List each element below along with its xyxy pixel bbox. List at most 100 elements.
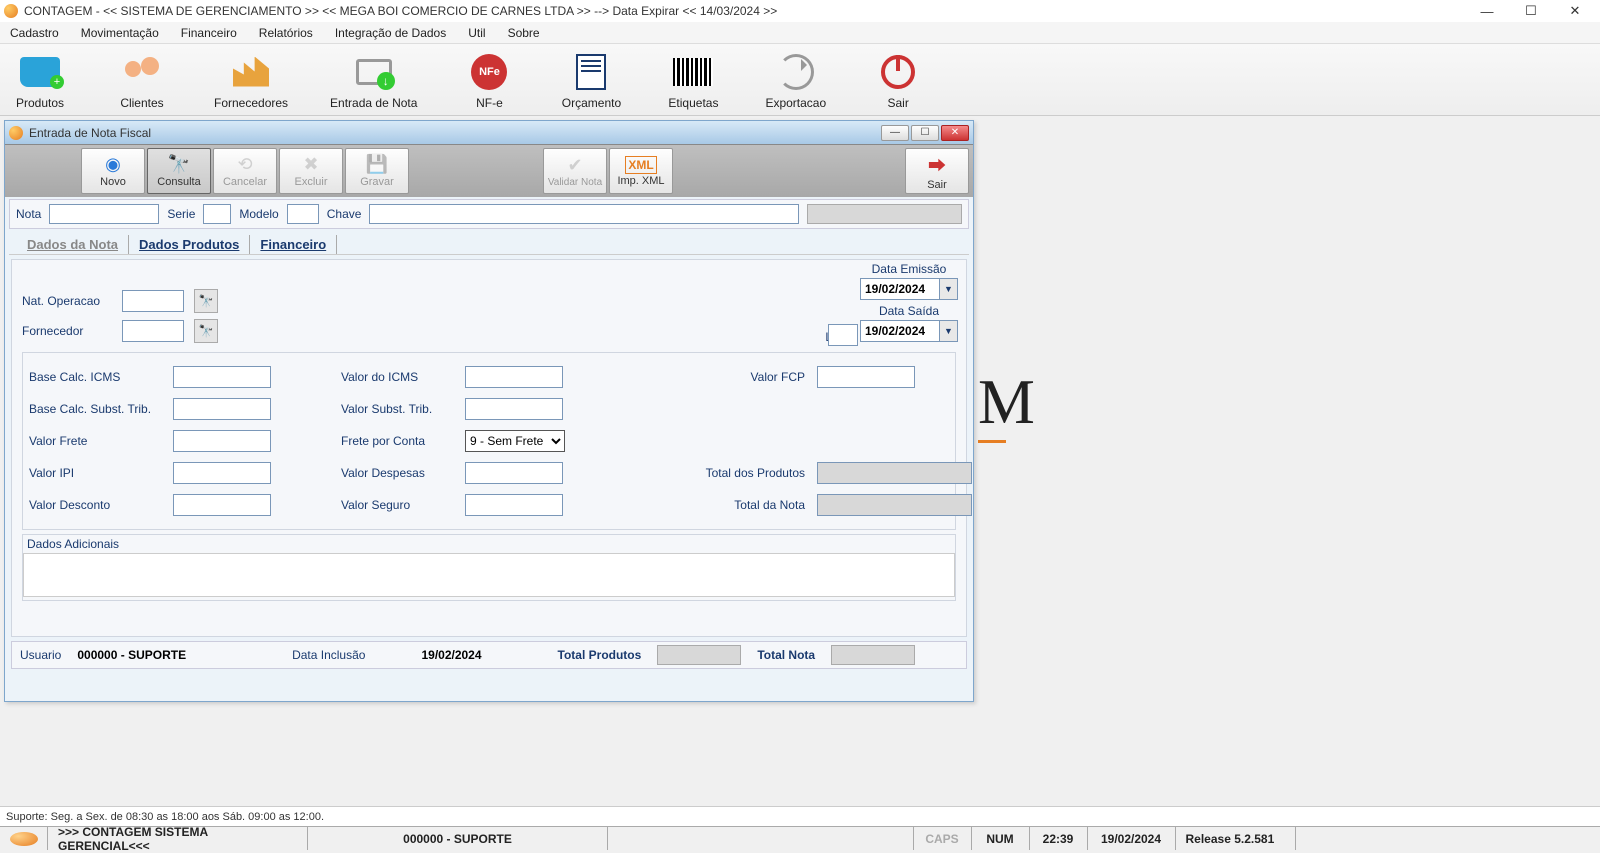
main-titlebar: CONTAGEM - << SISTEMA DE GERENCIAMENTO >…: [0, 0, 1600, 22]
toolbar-produtos[interactable]: Produtos: [10, 50, 70, 110]
valor-fcp-label: Valor FCP: [673, 370, 813, 384]
tab-financeiro[interactable]: Financeiro: [250, 235, 337, 254]
toolbar-sair[interactable]: Sair: [868, 50, 928, 110]
data-inclusao-label: Data Inclusão: [292, 648, 365, 662]
tab-dados-produtos[interactable]: Dados Produtos: [129, 235, 250, 254]
menu-util[interactable]: Util: [464, 24, 489, 42]
chave-input[interactable]: [369, 204, 799, 224]
data-saida-label: Data Saída: [860, 304, 958, 318]
valor-icms-input[interactable]: [465, 366, 563, 388]
menu-financeiro[interactable]: Financeiro: [177, 24, 241, 42]
valor-desconto-input[interactable]: [173, 494, 271, 516]
total-nota-label: Total da Nota: [673, 498, 813, 512]
close-button[interactable]: ✕: [1562, 2, 1588, 20]
menu-movimentacao[interactable]: Movimentação: [77, 24, 163, 42]
frete-conta-label: Frete por Conta: [341, 434, 461, 448]
menu-relatorios[interactable]: Relatórios: [255, 24, 317, 42]
background-accent-line: [978, 440, 1006, 443]
menu-cadastro[interactable]: Cadastro: [6, 24, 63, 42]
child-btn-sair[interactable]: ⮕Sair: [905, 148, 969, 194]
data-inclusao-value: 19/02/2024: [421, 648, 481, 662]
check-icon: ✔: [567, 155, 582, 176]
status-spacer: [608, 827, 914, 850]
status-caps: CAPS: [914, 827, 972, 850]
toolbar-etiquetas[interactable]: Etiquetas: [663, 50, 723, 110]
document-icon: [576, 54, 606, 90]
nota-input[interactable]: [49, 204, 159, 224]
footer-total-nota-value: [831, 645, 915, 665]
fornecedor-search-button[interactable]: 🔭: [194, 319, 218, 343]
valor-fcp-input[interactable]: [817, 366, 915, 388]
tab-body-dados-nota: Data Emissão ▼ Data Saída ▼ Nat. Operaca…: [11, 259, 967, 637]
data-emissao-dropdown[interactable]: ▼: [940, 278, 958, 300]
toolbar-nfe[interactable]: NFeNF-e: [459, 50, 519, 110]
nat-operacao-input[interactable]: [122, 290, 184, 312]
child-btn-consulta[interactable]: 🔭Consulta: [147, 148, 211, 194]
child-footer-row: Usuario 000000 - SUPORTE Data Inclusão 1…: [11, 641, 967, 669]
chave-display: [807, 204, 962, 224]
frete-conta-select[interactable]: 9 - Sem Frete: [465, 430, 565, 452]
status-time: 22:39: [1030, 827, 1088, 850]
data-saida-dropdown[interactable]: ▼: [940, 320, 958, 342]
barcode-icon: [673, 58, 713, 86]
toolbar-entrada-nota[interactable]: Entrada de Nota: [330, 50, 417, 110]
valor-despesas-label: Valor Despesas: [341, 466, 461, 480]
valor-frete-input[interactable]: [173, 430, 271, 452]
data-emissao-input[interactable]: [860, 278, 940, 300]
dados-adicionais-textarea[interactable]: [23, 553, 955, 597]
footer-total-produtos-label: Total Produtos: [558, 648, 642, 662]
factory-icon: [233, 57, 269, 87]
toolbar-clientes[interactable]: Clientes: [112, 50, 172, 110]
cart-download-icon: [356, 59, 392, 85]
valor-despesas-input[interactable]: [465, 462, 563, 484]
child-btn-gravar[interactable]: 💾Gravar: [345, 148, 409, 194]
binoculars-icon: 🔭: [199, 324, 214, 338]
valor-st-input[interactable]: [465, 398, 563, 420]
child-btn-novo[interactable]: ◉Novo: [81, 148, 145, 194]
child-btn-excluir[interactable]: ✖Excluir: [279, 148, 343, 194]
valor-ipi-input[interactable]: [173, 462, 271, 484]
status-release: Release 5.2.581: [1176, 827, 1296, 850]
toolbar-orcamento[interactable]: Orçamento: [561, 50, 621, 110]
menu-integracao[interactable]: Integração de Dados: [331, 24, 450, 42]
base-st-input[interactable]: [173, 398, 271, 420]
status-date: 19/02/2024: [1088, 827, 1176, 850]
valor-seguro-input[interactable]: [465, 494, 563, 516]
serie-input[interactable]: [203, 204, 231, 224]
maximize-button[interactable]: ☐: [1518, 2, 1544, 20]
data-saida-input[interactable]: [860, 320, 940, 342]
swirl-icon: [10, 832, 38, 846]
binoculars-icon: 🔭: [168, 154, 190, 175]
modelo-input[interactable]: [287, 204, 319, 224]
new-icon: ◉: [105, 154, 121, 175]
total-produtos-display: [817, 462, 972, 484]
support-bar: Suporte: Seg. a Sex. de 08:30 as 18:00 a…: [0, 806, 1600, 826]
child-btn-validar[interactable]: ✔Validar Nota: [543, 148, 607, 194]
status-num: NUM: [972, 827, 1030, 850]
valor-frete-label: Valor Frete: [29, 434, 169, 448]
status-title: >>> CONTAGEM SISTEMA GERENCIAL<<<: [48, 827, 308, 850]
menu-sobre[interactable]: Sobre: [504, 24, 544, 42]
fornecedor-label: Fornecedor: [22, 324, 122, 338]
toolbar-exportacao[interactable]: Exportacao: [765, 50, 826, 110]
child-btn-imp-xml[interactable]: XMLImp. XML: [609, 148, 673, 194]
app-icon: [4, 4, 18, 18]
support-text: Suporte: Seg. a Sex. de 08:30 as 18:00 a…: [6, 811, 324, 823]
minimize-button[interactable]: —: [1474, 2, 1500, 20]
fornecedor-input[interactable]: [122, 320, 184, 342]
child-maximize-button[interactable]: ☐: [911, 125, 939, 141]
tab-dados-nota[interactable]: Dados da Nota: [17, 235, 129, 254]
status-bar: >>> CONTAGEM SISTEMA GERENCIAL<<< 000000…: [0, 826, 1600, 850]
child-minimize-button[interactable]: —: [881, 125, 909, 141]
base-icms-input[interactable]: [173, 366, 271, 388]
valor-seguro-label: Valor Seguro: [341, 498, 461, 512]
nat-operacao-search-button[interactable]: 🔭: [194, 289, 218, 313]
child-close-button[interactable]: ✕: [941, 125, 969, 141]
base-st-label: Base Calc. Subst. Trib.: [29, 402, 169, 416]
loja-input[interactable]: [828, 324, 858, 346]
usuario-value: 000000 - SUPORTE: [77, 648, 186, 662]
status-logo: [0, 827, 48, 850]
main-menubar: Cadastro Movimentação Financeiro Relatór…: [0, 22, 1600, 44]
child-btn-cancelar[interactable]: ⟲Cancelar: [213, 148, 277, 194]
toolbar-fornecedores[interactable]: Fornecedores: [214, 50, 288, 110]
